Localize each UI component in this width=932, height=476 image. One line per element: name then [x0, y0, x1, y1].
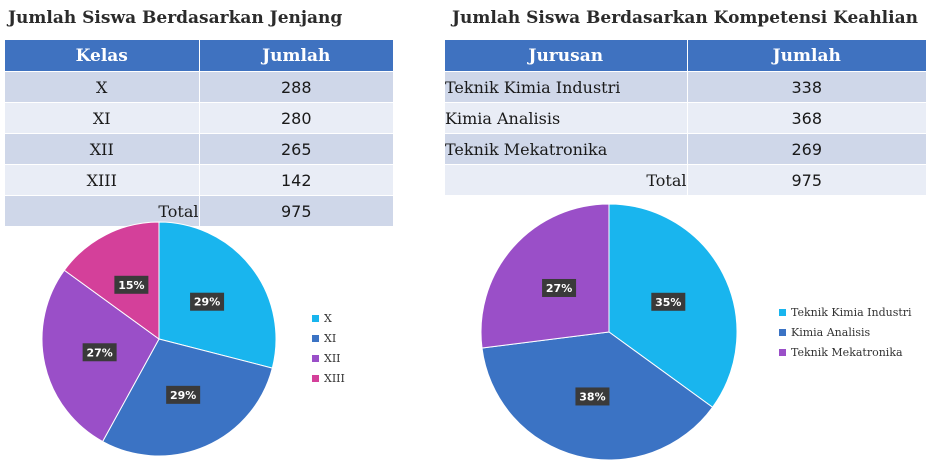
- data-label-box: [575, 387, 610, 406]
- data-label-text: 38%: [579, 390, 605, 403]
- pie-slice-teknik-mekatronika: [480, 203, 610, 349]
- data-label-box: [542, 278, 577, 297]
- kelas-table: Kelas Jumlah X 288 XI 280 XII 265 XIII 1…: [5, 40, 393, 226]
- cell-jurusan: Kimia Analisis: [445, 102, 688, 134]
- table-header-row: Jurusan Jumlah: [445, 40, 926, 72]
- legend-jenjang: X XI XII XIII: [312, 308, 345, 388]
- legend-label: XIII: [324, 371, 345, 385]
- legend-kompetensi: Teknik Kimia Industri Kimia Analisis Tekni…: [779, 302, 912, 362]
- cell-kelas: XI: [5, 102, 200, 134]
- cell-jumlah: 142: [199, 164, 393, 196]
- legend-swatch: [312, 314, 319, 322]
- legend-label: XII: [324, 351, 341, 365]
- data-label-text: 29%: [170, 389, 196, 402]
- legend-label: XI: [324, 331, 337, 345]
- data-label-box: [114, 275, 149, 294]
- jurusan-table: Jurusan Jumlah Teknik Kimia Industri 338…: [445, 40, 926, 195]
- data-label-xii: 27%: [82, 343, 117, 362]
- data-label-x: 29%: [190, 292, 225, 311]
- table-row: XIII 142: [5, 164, 393, 196]
- header-jumlah: Jumlah: [687, 40, 926, 72]
- header-jumlah: Jumlah: [199, 40, 393, 72]
- total-value: 975: [687, 164, 926, 195]
- table-row: Teknik Kimia Industri 338: [445, 71, 926, 103]
- right-title: Jumlah Siswa Berdasarkan Kompetensi Keah…: [452, 8, 918, 28]
- legend-item-kimia-analisis: Kimia Analisis: [779, 322, 912, 342]
- data-label-text: 15%: [118, 279, 144, 292]
- legend-label: X: [324, 311, 332, 325]
- cell-jumlah: 269: [687, 133, 926, 165]
- cell-jumlah: 265: [199, 133, 393, 165]
- legend-label: Teknik Mekatronika: [791, 345, 903, 359]
- data-label-box: [190, 292, 225, 311]
- total-label: Total: [445, 164, 688, 195]
- data-label-teknik-kimia-industri: 35%: [651, 292, 686, 311]
- table-total-row: Total 975: [5, 195, 393, 226]
- legend-swatch: [312, 334, 319, 342]
- data-label-kimia-analisis: 38%: [575, 387, 610, 406]
- data-label-text: 27%: [86, 346, 112, 359]
- data-label-xi: 29%: [166, 385, 201, 404]
- legend-item-xi: XI: [312, 328, 345, 348]
- pie-chart-jenjang: 29% 29% 27% 15%: [41, 221, 277, 457]
- data-label-text: 29%: [194, 296, 220, 309]
- header-kelas: Kelas: [5, 40, 200, 72]
- legend-item-xiii: XIII: [312, 368, 345, 388]
- pie-slice-xiii: [63, 221, 160, 340]
- cell-jumlah: 368: [687, 102, 926, 134]
- cell-kelas: XIII: [5, 164, 200, 196]
- data-label-text: 35%: [655, 296, 681, 309]
- legend-item-teknik-kimia-industri: Teknik Kimia Industri: [779, 302, 912, 322]
- table-row: XII 265: [5, 133, 393, 165]
- legend-swatch: [779, 308, 786, 316]
- cell-jumlah: 280: [199, 102, 393, 134]
- cell-kelas: X: [5, 71, 200, 103]
- header-jurusan: Jurusan: [445, 40, 688, 72]
- cell-kelas: XII: [5, 133, 200, 165]
- legend-swatch: [312, 374, 319, 382]
- data-label-box: [166, 385, 201, 404]
- total-value: 975: [199, 195, 393, 226]
- total-label: Total: [5, 195, 200, 226]
- legend-item-teknik-mekatronika: Teknik Mekatronika: [779, 342, 912, 362]
- table-header-row: Kelas Jumlah: [5, 40, 393, 72]
- data-label-teknik-mekatronika: 27%: [542, 278, 577, 297]
- data-label-box: [651, 292, 686, 311]
- cell-jumlah: 288: [199, 71, 393, 103]
- pie-chart-kompetensi: 35% 38% 27%: [480, 203, 738, 461]
- cell-jumlah: 338: [687, 71, 926, 103]
- data-label-box: [82, 343, 117, 362]
- table-row: Teknik Mekatronika 269: [445, 133, 926, 165]
- legend-label: Kimia Analisis: [791, 325, 871, 339]
- legend-item-x: X: [312, 308, 345, 328]
- data-label-text: 27%: [546, 282, 572, 295]
- legend-item-xii: XII: [312, 348, 345, 368]
- legend-label: Teknik Kimia Industri: [791, 305, 912, 319]
- data-label-xiii: 15%: [114, 275, 149, 294]
- table-row: X 288: [5, 71, 393, 103]
- legend-swatch: [312, 354, 319, 362]
- legend-swatch: [779, 328, 786, 336]
- legend-swatch: [779, 348, 786, 356]
- cell-jurusan: Teknik Kimia Industri: [445, 71, 688, 103]
- table-total-row: Total 975: [445, 164, 926, 195]
- left-title: Jumlah Siswa Berdasarkan Jenjang: [8, 8, 343, 28]
- cell-jurusan: Teknik Mekatronika: [445, 133, 688, 165]
- table-row: XI 280: [5, 102, 393, 134]
- table-row: Kimia Analisis 368: [445, 102, 926, 134]
